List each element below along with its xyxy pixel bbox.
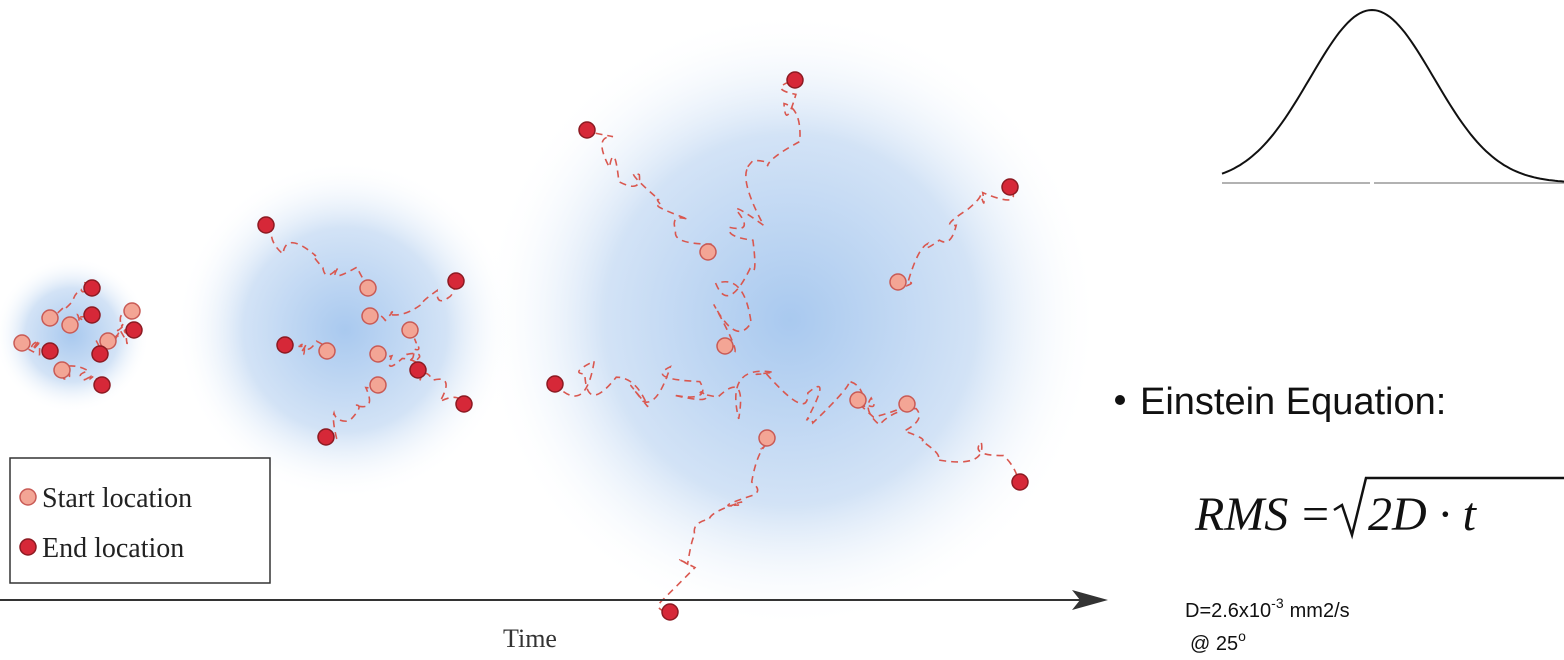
start-particle (370, 346, 386, 362)
end-particle (662, 604, 678, 620)
bullet (1115, 395, 1125, 405)
legend-start-marker (20, 489, 36, 505)
diffusion-cloud (480, 10, 1100, 630)
diffusion-unit: mm2/s (1290, 600, 1350, 622)
end-particle (42, 343, 58, 359)
gaussian-curve (1222, 10, 1564, 182)
end-particle (410, 362, 426, 378)
bullet-text: Einstein Equation: (1140, 381, 1446, 423)
legend-start-label: Start location (42, 483, 192, 514)
start-particle (54, 362, 70, 378)
start-particle (14, 335, 30, 351)
end-particle (1002, 179, 1018, 195)
end-particle (579, 122, 595, 138)
diffusion-constant: D=2.6x10-3 mm2/s (1185, 595, 1350, 622)
diffusion-exponent: -3 (1271, 595, 1284, 611)
equation-radicand: 2D · t (1368, 488, 1478, 541)
time-label: Time (503, 624, 557, 653)
equation-lhs: RMS (1194, 488, 1288, 541)
start-particle (700, 244, 716, 260)
temperature-prefix: @ 25 (1190, 633, 1238, 655)
end-particle (94, 377, 110, 393)
start-particle (319, 343, 335, 359)
end-particle (456, 396, 472, 412)
legend-box (10, 458, 270, 583)
end-particle (787, 72, 803, 88)
slide: Start location End location Time Einstei… (0, 0, 1564, 660)
end-particle (448, 273, 464, 289)
diffusion-prefix: D=2.6x10 (1185, 600, 1271, 622)
start-particle (360, 280, 376, 296)
start-particle (362, 308, 378, 324)
end-particle (1012, 474, 1028, 490)
legend-end-marker (20, 539, 36, 555)
start-particle (890, 274, 906, 290)
legend-end-label: End location (42, 533, 184, 564)
end-particle (84, 307, 100, 323)
start-particle (759, 430, 775, 446)
end-particle (258, 217, 274, 233)
end-particle (92, 346, 108, 362)
start-particle (62, 317, 78, 333)
start-particle (124, 303, 140, 319)
equation-operator: = (1302, 488, 1329, 541)
start-particle (42, 310, 58, 326)
temperature-exponent: o (1238, 628, 1246, 644)
end-particle (84, 280, 100, 296)
start-particle (717, 338, 733, 354)
end-particle (318, 429, 334, 445)
temperature: @ 25o (1190, 628, 1246, 655)
diffusion-cloud (175, 160, 515, 500)
end-particle (126, 322, 142, 338)
end-particle (277, 337, 293, 353)
start-particle (370, 377, 386, 393)
start-particle (899, 396, 915, 412)
start-particle (402, 322, 418, 338)
end-particle (547, 376, 563, 392)
start-particle (850, 392, 866, 408)
